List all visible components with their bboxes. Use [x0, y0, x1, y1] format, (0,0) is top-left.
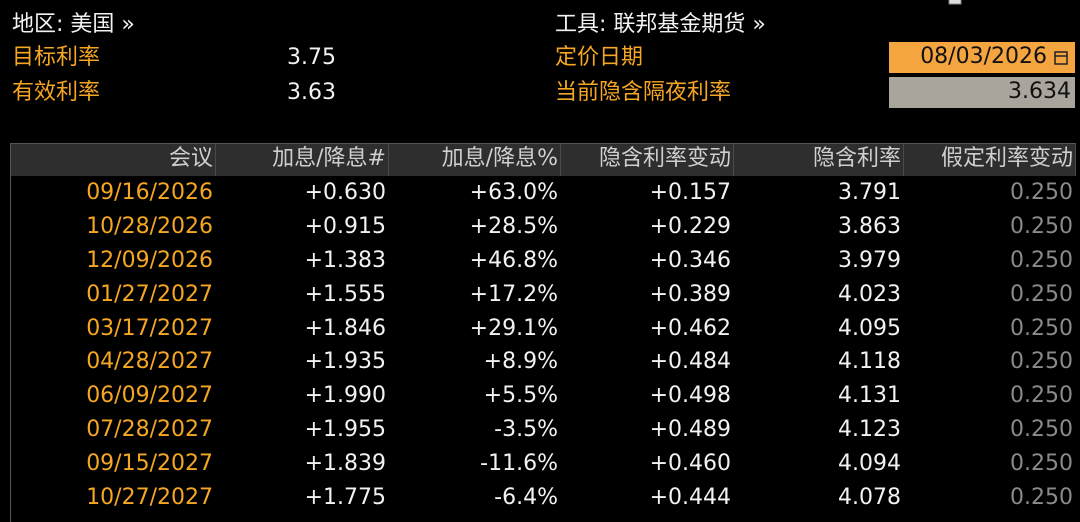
instrument-selector[interactable]: 工具: 联邦基金期货 » [555, 12, 766, 37]
meeting-date: 03/17/2027 [86, 316, 213, 341]
table-cell: 0.250 [1010, 417, 1073, 442]
column-header[interactable]: 隐含利率 [812, 146, 901, 171]
table-cell: 0.250 [1010, 316, 1073, 341]
header-cell-bg [216, 144, 389, 176]
table-cell: +0.630 [304, 180, 386, 205]
table-cell: -3.5% [494, 417, 558, 442]
calendar-icon[interactable] [1054, 50, 1068, 65]
table-cell: +46.8% [469, 248, 558, 273]
meeting-date: 09/16/2026 [86, 180, 213, 205]
pricing-date-value: 08/03/2026 [920, 44, 1047, 69]
meeting-date: 01/27/2027 [86, 282, 213, 307]
header-cell-bg [734, 144, 904, 176]
table-cell: 4.118 [838, 349, 901, 374]
meeting-date: 10/27/2027 [86, 485, 213, 510]
pricing-date-input[interactable]: 08/03/2026 [889, 42, 1075, 73]
table-cell: 3.979 [838, 248, 901, 273]
table-cell: +1.990 [304, 383, 386, 408]
table-cell: +1.555 [304, 282, 386, 307]
table-cell: 0.250 [1010, 214, 1073, 239]
meeting-date: 12/09/2026 [86, 248, 213, 273]
table-cell: +0.229 [649, 214, 731, 239]
table-cell: +0.460 [649, 451, 731, 476]
header-cell-bg [561, 144, 734, 176]
meeting-date: 09/15/2027 [86, 451, 213, 476]
implied-overnight-value: 3.634 [1008, 79, 1071, 104]
meeting-date: 07/28/2027 [86, 417, 213, 442]
implied-overnight-label: 当前隐含隔夜利率 [555, 80, 732, 105]
table-cell: 4.095 [838, 316, 901, 341]
table-cell: +28.5% [469, 214, 558, 239]
column-header[interactable]: 假定利率变动 [940, 146, 1073, 171]
table-cell: +0.444 [649, 485, 731, 510]
table-cell: -11.6% [480, 451, 558, 476]
implied-overnight-box: 3.634 [889, 77, 1075, 108]
target-rate-value: 3.75 [287, 45, 336, 70]
target-rate-label: 目标利率 [12, 45, 101, 70]
header-cell-bg [11, 144, 216, 176]
meeting-date: 06/09/2027 [86, 383, 213, 408]
table-cell: 0.250 [1010, 383, 1073, 408]
table-cell: +0.346 [649, 248, 731, 273]
table-cell: 4.123 [838, 417, 901, 442]
table-cell: +5.5% [483, 383, 558, 408]
table-cell: 4.131 [838, 383, 901, 408]
table-cell: +0.915 [304, 214, 386, 239]
table-cell: 0.250 [1010, 451, 1073, 476]
table-cell: +0.484 [649, 349, 731, 374]
table-cell: +1.955 [304, 417, 386, 442]
meeting-date: 10/28/2026 [86, 214, 213, 239]
column-header[interactable]: 加息/降息# [272, 146, 386, 171]
table-cell: 4.094 [838, 451, 901, 476]
header-cell-bg [904, 144, 1076, 176]
table-cell: +1.846 [304, 316, 386, 341]
table-cell: +0.157 [649, 180, 731, 205]
column-header[interactable]: 加息/降息% [441, 146, 558, 171]
table-cell: -6.4% [494, 485, 558, 510]
table-cell: +0.462 [649, 316, 731, 341]
table-cell: 3.791 [838, 180, 901, 205]
column-header[interactable]: 会议 [168, 146, 213, 171]
table-cell: 0.250 [1010, 180, 1073, 205]
effective-rate-value: 3.63 [287, 80, 336, 105]
pricing-date-label: 定价日期 [555, 45, 644, 70]
table-cell: +1.775 [304, 485, 386, 510]
table-cell: +1.383 [304, 248, 386, 273]
checkbox[interactable] [948, 0, 962, 6]
table-cell: +0.389 [649, 282, 731, 307]
table-cell: 4.023 [838, 282, 901, 307]
table-cell: 4.078 [838, 485, 901, 510]
header-cell-bg [389, 144, 561, 176]
table-cell: 3.863 [838, 214, 901, 239]
table-cell: +0.498 [649, 383, 731, 408]
table-cell: 0.250 [1010, 349, 1073, 374]
table-cell: 0.250 [1010, 282, 1073, 307]
meeting-date: 04/28/2027 [86, 349, 213, 374]
table-cell: +1.839 [304, 451, 386, 476]
region-selector[interactable]: 地区: 美国 » [12, 12, 135, 37]
column-header[interactable]: 隐含利率变动 [598, 146, 731, 171]
table-cell: +63.0% [469, 180, 558, 205]
table-cell: +17.2% [469, 282, 558, 307]
table-cell: +8.9% [483, 349, 558, 374]
table-cell: +29.1% [469, 316, 558, 341]
table-cell: +1.935 [304, 349, 386, 374]
table-cell: 0.250 [1010, 248, 1073, 273]
table-cell: 0.250 [1010, 485, 1073, 510]
forecast-table: 会议 加息/降息# 加息/降息% 隐含利率变动 隐含利率 假定利率变动 09/16/2026… [10, 143, 1076, 522]
effective-rate-label: 有效利率 [12, 80, 101, 105]
table-cell: +0.489 [649, 417, 731, 442]
